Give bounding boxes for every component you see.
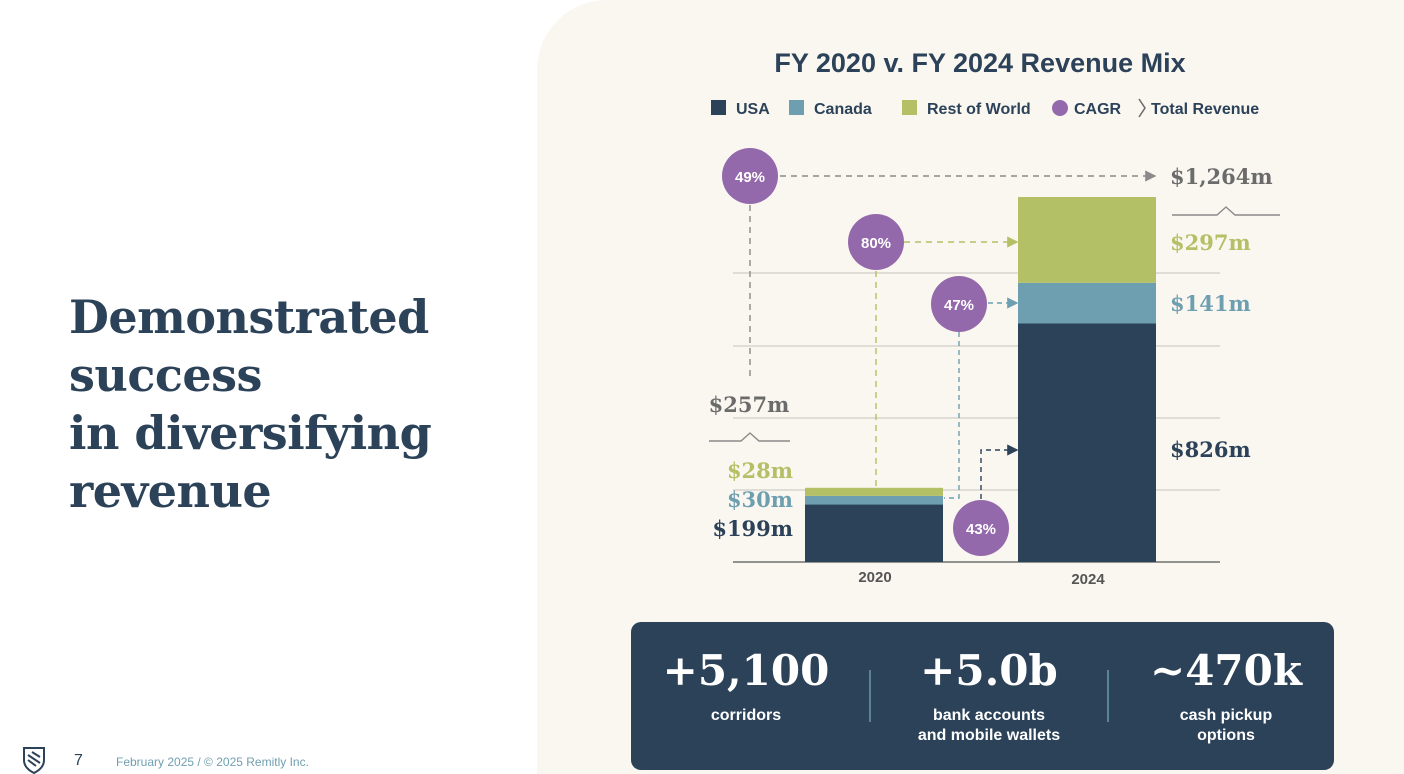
cagr-bubble-total [722, 148, 778, 204]
stat-label-line: corridors [710, 707, 782, 724]
stat-bank-accounts: +5.0b bank accounts and mobile wallets [874, 646, 1104, 746]
cagr-bubble-rest-of-world [848, 214, 904, 270]
stat-value: +5,100 [662, 646, 830, 695]
cagr-bubble-usa [953, 500, 1009, 556]
stat-divider [869, 670, 871, 722]
bar-2020-rest-of-world [805, 487, 943, 496]
stat-label: corridors [631, 706, 861, 726]
headline-line: Demonstrated [69, 290, 429, 344]
legend-label-total-revenue: Total Revenue [1151, 101, 1259, 118]
stat-value: +5.0b [920, 646, 1058, 695]
cagr-value-total: 49% [735, 169, 765, 186]
stat-cash-pickup: ~470k cash pickup options [1111, 646, 1341, 746]
stat-corridors: +5,100 corridors [631, 646, 861, 726]
data-label-total-2024: $1,264m [1170, 164, 1273, 189]
cagr-value-canada: 47% [944, 297, 974, 314]
total-bracket-2024 [1172, 206, 1280, 216]
stat-divider [1107, 670, 1109, 722]
stat-label: cash pickup options [1111, 706, 1341, 746]
legend-swatch-rest-of-world [902, 100, 917, 115]
page-number: 7 [74, 752, 83, 769]
legend-label-cagr: CAGR [1074, 101, 1122, 118]
data-label-canada-2020: $30m [727, 487, 793, 512]
cagr-value-rest-of-world: 80% [861, 235, 891, 252]
bar-2020-canada [805, 495, 943, 505]
stat-label-line: cash pickup [1179, 707, 1273, 724]
legend-label-rest-of-world: Rest of World [927, 101, 1031, 118]
stat-label-line: and mobile wallets [917, 727, 1061, 744]
legend-label-usa: USA [736, 101, 770, 118]
total-bracket-2020 [709, 432, 790, 442]
data-label-total-2020: $257m [709, 392, 790, 417]
revenue-mix-chart: FY 2020 v. FY 2024 Revenue Mix USA Canad… [709, 48, 1280, 588]
legend-swatch-cagr [1052, 100, 1068, 116]
headline-line: in diversifying [69, 406, 432, 460]
data-label-usa-2024: $826m [1170, 437, 1251, 462]
data-label-row-2024: $297m [1170, 230, 1251, 255]
legend-swatch-canada [789, 100, 804, 115]
value-labels: $257m $28m $30m $199m $1,264m $297m $141… [709, 164, 1273, 541]
cagr-value-usa: 43% [966, 521, 996, 538]
bar-2024-rest-of-world [1018, 197, 1156, 283]
bars [805, 197, 1156, 562]
bar-2024-usa [1018, 323, 1156, 562]
legend-label-canada: Canada [814, 101, 872, 118]
connector-usa-cagr [980, 444, 1019, 499]
stat-label-line: options [1197, 727, 1255, 744]
remitly-shield-logo-icon [23, 747, 45, 774]
stat-label: bank accounts and mobile wallets [874, 706, 1104, 746]
data-label-canada-2024: $141m [1170, 291, 1251, 316]
data-label-row-2020: $28m [727, 458, 793, 483]
bar-2024-canada [1018, 282, 1156, 324]
x-tick-label-2024: 2024 [1071, 571, 1105, 588]
chart-legend: USA Canada Rest of World CAGR Total Reve… [711, 98, 1259, 118]
connector-canada-cagr-down [944, 332, 960, 499]
cagr-bubble-canada [931, 276, 987, 332]
chart-title: FY 2020 v. FY 2024 Revenue Mix [774, 48, 1185, 78]
legend-swatch-total-revenue [1138, 98, 1146, 118]
bar-2020-usa [805, 504, 943, 562]
data-label-usa-2020: $199m [712, 516, 793, 541]
stats-banner: +5,100 corridors +5.0b bank accounts and… [631, 622, 1334, 770]
x-tick-label-2020: 2020 [858, 569, 891, 586]
page-headline: Demonstrated success in diversifying rev… [69, 288, 432, 520]
headline-line: success [69, 348, 262, 402]
stat-label-line: bank accounts [932, 707, 1046, 724]
stat-value: ~470k [1150, 646, 1302, 695]
footer-copyright: February 2025 / © 2025 Remitly Inc. [116, 755, 309, 769]
cagr-connectors [749, 170, 1157, 499]
legend-swatch-usa [711, 100, 726, 115]
headline-line: revenue [69, 464, 272, 518]
cagr-bubbles: 49% 80% 47% 43% [722, 148, 1009, 556]
